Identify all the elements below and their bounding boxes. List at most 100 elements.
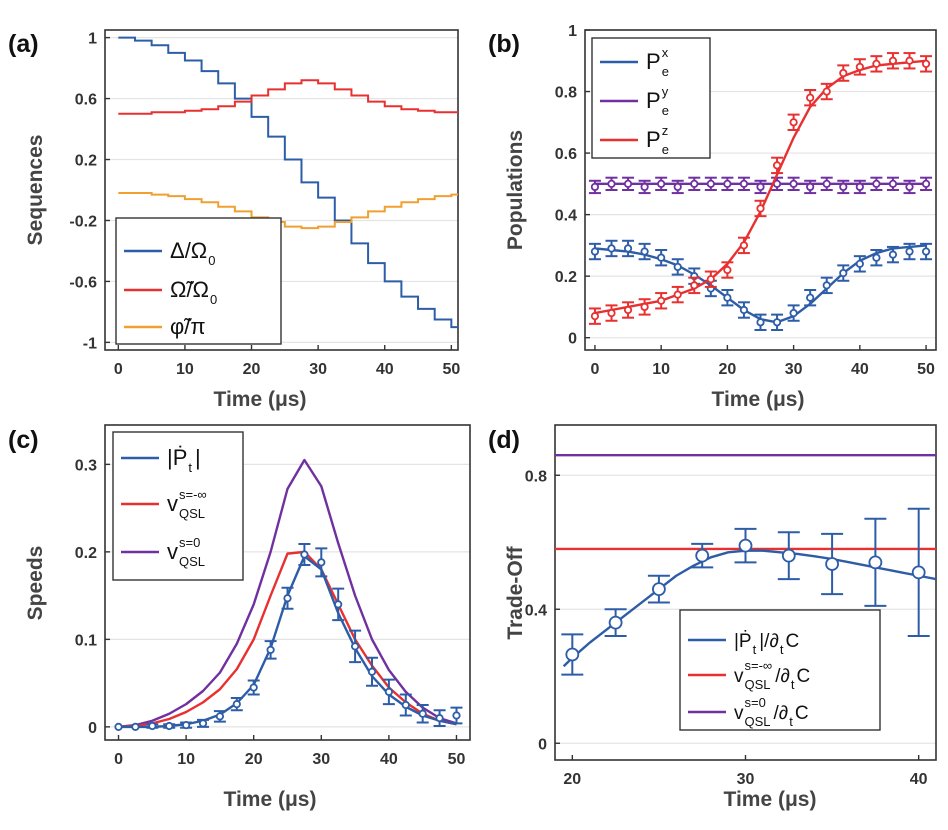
data-point	[888, 250, 898, 259]
panel-label: (b)	[488, 30, 520, 58]
data-point	[695, 548, 710, 563]
data-point	[673, 262, 682, 272]
data-point	[905, 247, 914, 256]
legend-sup: x	[662, 45, 669, 60]
y-tick-label: 0.8	[555, 85, 577, 102]
data-point	[367, 667, 377, 676]
y-tick-label: -1	[83, 335, 97, 352]
series-blue	[561, 507, 936, 676]
series-red	[588, 52, 933, 325]
data-point	[739, 305, 749, 315]
data-point	[590, 312, 600, 321]
x-tick-label: 30	[309, 361, 327, 378]
data-point	[198, 719, 208, 728]
x-tick-label: 0	[114, 751, 123, 768]
data-point	[317, 558, 326, 567]
data-point	[872, 59, 881, 68]
data-point	[640, 302, 649, 312]
legend-sup: z	[662, 123, 669, 138]
data-point	[131, 722, 140, 731]
axes-frame	[584, 29, 937, 351]
legend-tail: C	[797, 666, 811, 687]
data-point	[756, 204, 765, 213]
legend-label: v	[734, 703, 744, 724]
data-point	[690, 281, 699, 290]
legend-label: v	[167, 539, 178, 564]
legend-tail: C	[785, 631, 799, 652]
data-point	[789, 179, 798, 188]
data-point	[868, 555, 883, 570]
legend-sub: t	[789, 714, 793, 729]
x-tick-label: 50	[442, 361, 460, 378]
data-point	[825, 557, 839, 571]
data-point	[706, 179, 715, 188]
legend-label: |Ṗ	[167, 445, 187, 470]
data-point	[401, 700, 410, 710]
legend: Δ/Ω 0Ω̃/Ω 0φ̃/π	[115, 217, 282, 345]
plot-area	[555, 453, 936, 676]
data-point	[608, 615, 623, 630]
data-point	[723, 265, 732, 275]
data-point	[921, 247, 931, 256]
y-axis-label: Speeds	[24, 546, 47, 621]
series-line	[118, 36, 458, 329]
data-point	[921, 59, 931, 68]
legend-tail: |	[195, 445, 201, 470]
x-tick-label: 20	[718, 361, 736, 378]
plot-area	[114, 458, 463, 731]
data-point	[855, 62, 864, 72]
legend-tail: /∂	[774, 703, 789, 724]
x-tick-label: 10	[176, 361, 194, 378]
y-axis-label: Sequences	[24, 135, 47, 246]
y-tick-label: 1	[88, 31, 97, 48]
data-point	[723, 179, 732, 188]
series-red	[118, 550, 457, 729]
panel-label: (a)	[8, 30, 39, 58]
x-tick-label: 10	[652, 361, 670, 378]
panel-c: 0 0.1 0.2 0.3 0 10 20 30 40 50 Time (μs) Speeds (c) |…	[8, 424, 471, 811]
legend-label: P	[646, 127, 661, 152]
data-point	[640, 182, 649, 192]
axes-frame	[104, 424, 471, 741]
legend-label: Δ/Ω	[170, 238, 207, 263]
data-point	[384, 687, 393, 696]
legend-label: P	[646, 49, 661, 74]
panel-label: (c)	[8, 426, 39, 454]
data-point	[652, 582, 666, 597]
data-point	[822, 179, 831, 188]
data-point	[806, 93, 815, 102]
legend-sub: QSL	[179, 554, 205, 569]
data-point	[182, 721, 191, 730]
series-line	[118, 192, 458, 230]
data-point	[738, 538, 753, 553]
legend-box	[591, 37, 711, 159]
y-tick-label: 0.6	[555, 146, 577, 163]
legend-sup: y	[662, 84, 669, 99]
y-tick-label: 0.3	[75, 457, 97, 474]
legend-label: φ̃/π	[170, 314, 206, 339]
legend-box	[112, 431, 244, 581]
x-tick-label: 20	[245, 751, 263, 768]
x-tick-label: 40	[380, 751, 398, 768]
data-point	[839, 68, 848, 78]
legend-sub: e	[662, 103, 669, 118]
y-tick-label: -0.6	[69, 274, 97, 291]
data-point	[334, 600, 343, 609]
legend-sup: s=0	[179, 535, 200, 550]
x-axis-label: Time (μs)	[214, 388, 307, 411]
legend-sub: e	[662, 64, 669, 79]
data-point	[607, 244, 616, 253]
series-blue	[114, 543, 463, 731]
data-point	[283, 594, 292, 603]
data-point	[435, 714, 444, 723]
legend-sub: t	[753, 642, 757, 657]
panel-label: (d)	[488, 426, 520, 454]
y-tick-label: 0.6	[75, 92, 97, 109]
legend-sub: e	[662, 142, 669, 157]
y-axis-label: Trade-Off	[504, 545, 527, 639]
series-orange	[118, 192, 458, 230]
x-tick-label: 30	[312, 751, 330, 768]
